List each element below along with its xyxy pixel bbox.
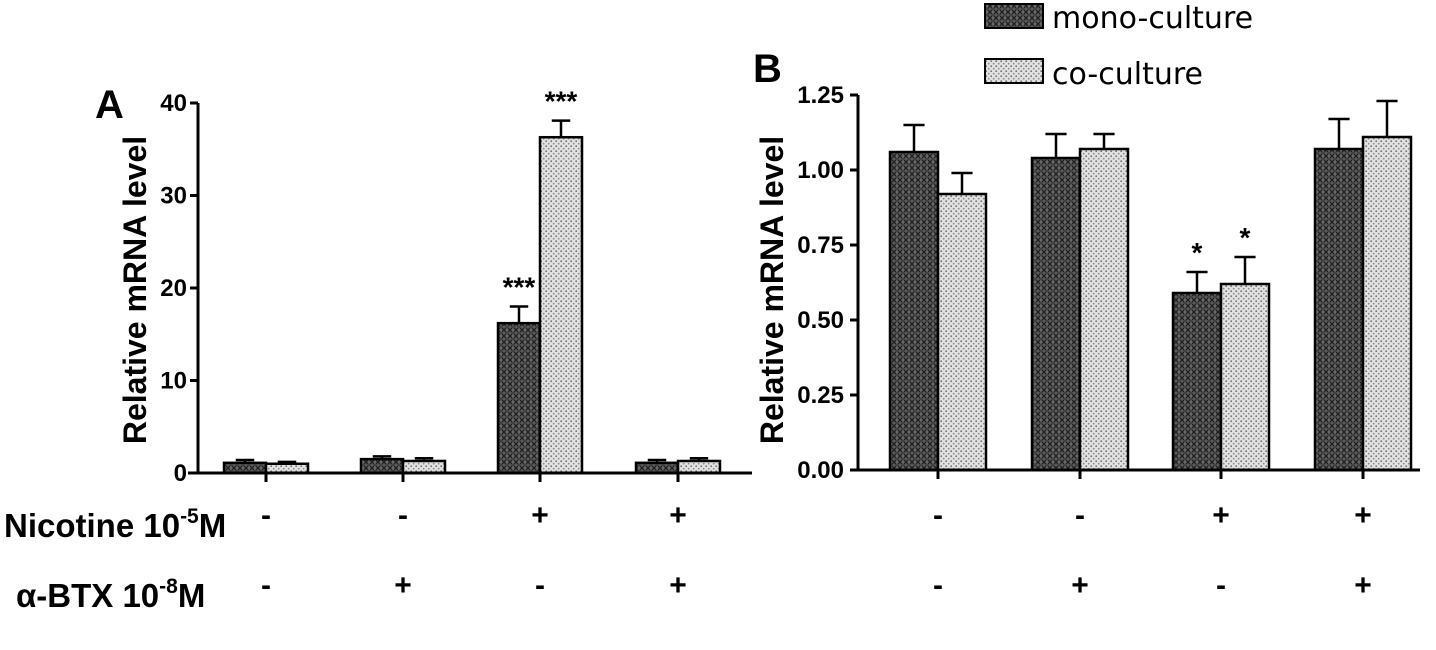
nicotine-mark-a-2: - — [398, 499, 408, 532]
y-tick-label-a-3: 30 — [160, 183, 187, 210]
btx-mark-b-1: - — [933, 569, 943, 602]
nicotine-mark-a-1: - — [261, 499, 271, 532]
bar-b-mono-1 — [888, 150, 940, 472]
panel-a-plot: *** *** 0 10 20 30 40 — [160, 86, 752, 487]
bar-b-co-1 — [936, 192, 988, 472]
bar-a-mono-1 — [222, 461, 268, 475]
y-tick-label-b-0: 0.00 — [797, 457, 844, 484]
nicotine-label-suffix: M — [199, 507, 227, 544]
legend-item-mono: mono-culture — [984, 1, 1253, 36]
btx-mark-b-4: + — [1354, 569, 1372, 602]
bar-b-co-2 — [1078, 147, 1130, 472]
bar-a-co-3 — [538, 135, 584, 475]
y-tick-label-b-4: 1.00 — [797, 157, 844, 184]
y-tick-label-b-1: 0.25 — [797, 382, 844, 409]
nicotine-mark-a-3: + — [531, 499, 549, 532]
bar-b-mono-2 — [1030, 156, 1082, 472]
bar-b-co-3 — [1219, 282, 1271, 472]
btx-mark-a-3: - — [535, 569, 545, 602]
bar-a-mono-2 — [359, 457, 405, 475]
y-tick-label-a-0: 0 — [174, 460, 187, 487]
y-tick-label-a-1: 10 — [160, 368, 187, 395]
legend-item-co: co-culture — [984, 57, 1203, 92]
btx-row-label: α-BTX 10-8M — [16, 575, 205, 614]
panel-b-label: B — [753, 47, 782, 91]
bar-b-mono-4 — [1313, 147, 1365, 472]
bar-a-mono-4 — [634, 461, 680, 475]
btx-label-prefix: α-BTX 10 — [16, 577, 159, 614]
y-tick-label-a-2: 20 — [160, 275, 187, 302]
y-tick-label-b-5: 1.25 — [797, 82, 844, 109]
legend-swatch-co — [984, 58, 1044, 84]
legend: mono-culture co-culture — [984, 1, 1253, 92]
btx-label-suffix: M — [178, 577, 206, 614]
btx-label-exponent: -8 — [159, 575, 178, 598]
btx-mark-b-2: + — [1071, 569, 1089, 602]
nicotine-label-prefix: Nicotine 10 — [4, 507, 180, 544]
panel-b: B Relative mRNA level * * 0.00 0.25 0.50 0.75… — [753, 47, 1420, 484]
nicotine-mark-b-3: + — [1212, 499, 1230, 532]
bar-b-mono-3 — [1171, 291, 1223, 472]
bar-a-co-2 — [401, 459, 447, 475]
legend-label-mono: mono-culture — [1052, 1, 1253, 36]
bar-a-mono-3 — [496, 321, 542, 475]
y-tick-label-a-4: 40 — [160, 90, 187, 117]
nicotine-mark-b-4: + — [1354, 499, 1372, 532]
btx-mark-a-1: - — [261, 569, 271, 602]
bar-b-co-4 — [1361, 135, 1413, 472]
btx-mark-b-3: - — [1216, 569, 1226, 602]
y-tick-label-b-2: 0.50 — [797, 307, 844, 334]
nicotine-mark-b-1: - — [933, 499, 943, 532]
nicotine-label-exponent: -5 — [180, 505, 199, 528]
btx-mark-a-4: + — [669, 569, 687, 602]
treatment-marks: - - - + + - + + - - - + + - + + — [261, 499, 1372, 602]
legend-label-co: co-culture — [1052, 57, 1203, 92]
significance-a-co-3: *** — [545, 86, 578, 117]
nicotine-row-label: Nicotine 10-5M — [4, 505, 226, 544]
nicotine-mark-a-4: + — [669, 499, 687, 532]
y-tick-label-b-3: 0.75 — [797, 232, 844, 259]
panel-a-label: A — [95, 83, 124, 127]
panel-a-ylabel: Relative mRNA level — [117, 136, 153, 444]
significance-a-mono-3: *** — [503, 272, 536, 303]
panel-b-plot: * * 0.00 0.25 0.50 0.75 1.00 1.25 — [797, 82, 1420, 484]
panel-b-ylabel: Relative mRNA level — [754, 136, 790, 444]
panel-a: A Relative mRNA level *** *** 0 10 20 30 40 — [95, 83, 752, 487]
significance-b-co-3: * — [1240, 222, 1251, 253]
legend-swatch-mono — [984, 3, 1044, 29]
bar-a-co-4 — [676, 459, 722, 475]
btx-mark-a-2: + — [394, 569, 412, 602]
significance-b-mono-3: * — [1192, 237, 1203, 268]
nicotine-mark-b-2: - — [1075, 499, 1085, 532]
